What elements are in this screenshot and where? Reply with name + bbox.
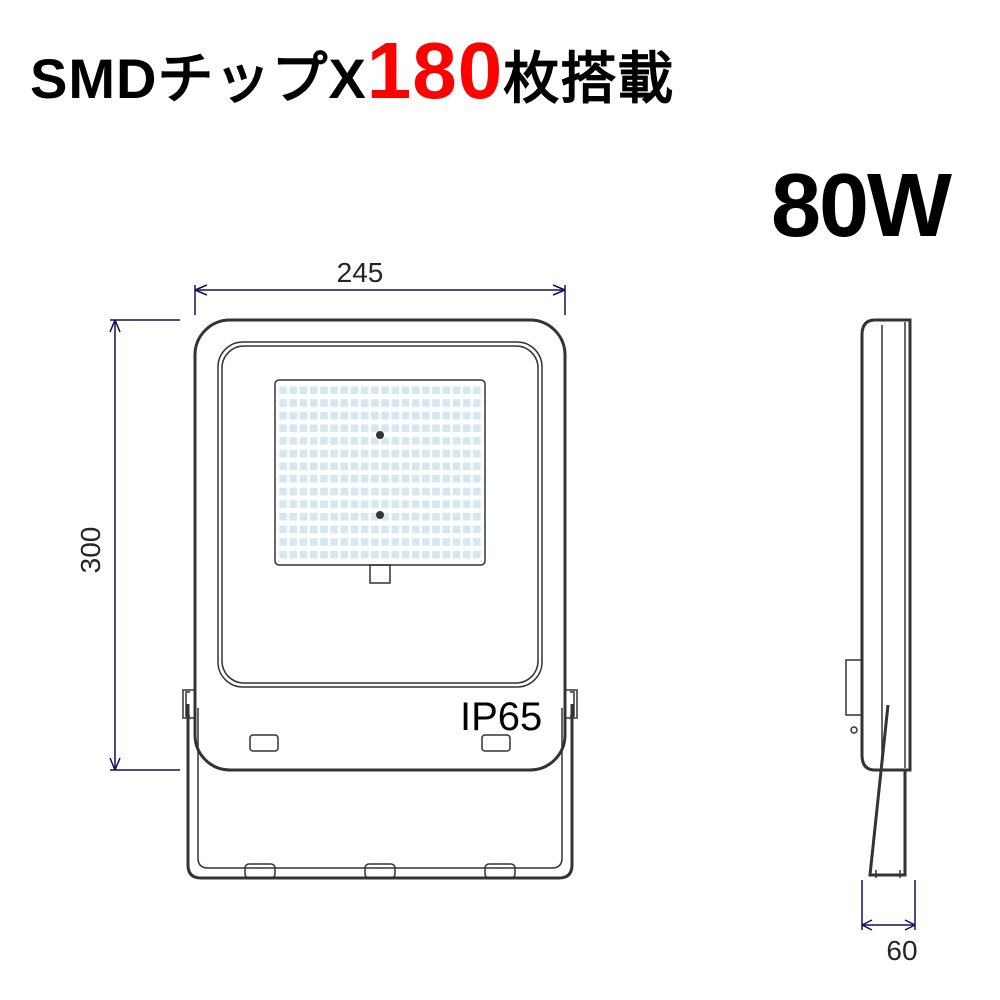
side-view: 60 bbox=[846, 320, 918, 966]
dim-width-value: 245 bbox=[337, 260, 384, 288]
dimension-width: 245 bbox=[195, 260, 565, 315]
dim-depth-value: 60 bbox=[886, 935, 917, 966]
title-prefix: SMDチップX bbox=[30, 47, 367, 110]
wattage-label: 80W bbox=[771, 155, 950, 258]
led-chip-grid bbox=[279, 387, 480, 559]
title-count: 180 bbox=[367, 26, 503, 115]
ip-rating-label: IP65 bbox=[460, 695, 542, 739]
title-suffix: 枚搭載 bbox=[503, 47, 674, 110]
front-view: IP65 bbox=[183, 320, 577, 878]
technical-diagram: 245 300 bbox=[50, 260, 950, 980]
dimension-height: 300 bbox=[75, 320, 180, 770]
title: SMDチップX180枚搭載 bbox=[30, 25, 674, 117]
dim-height-value: 300 bbox=[75, 527, 106, 574]
